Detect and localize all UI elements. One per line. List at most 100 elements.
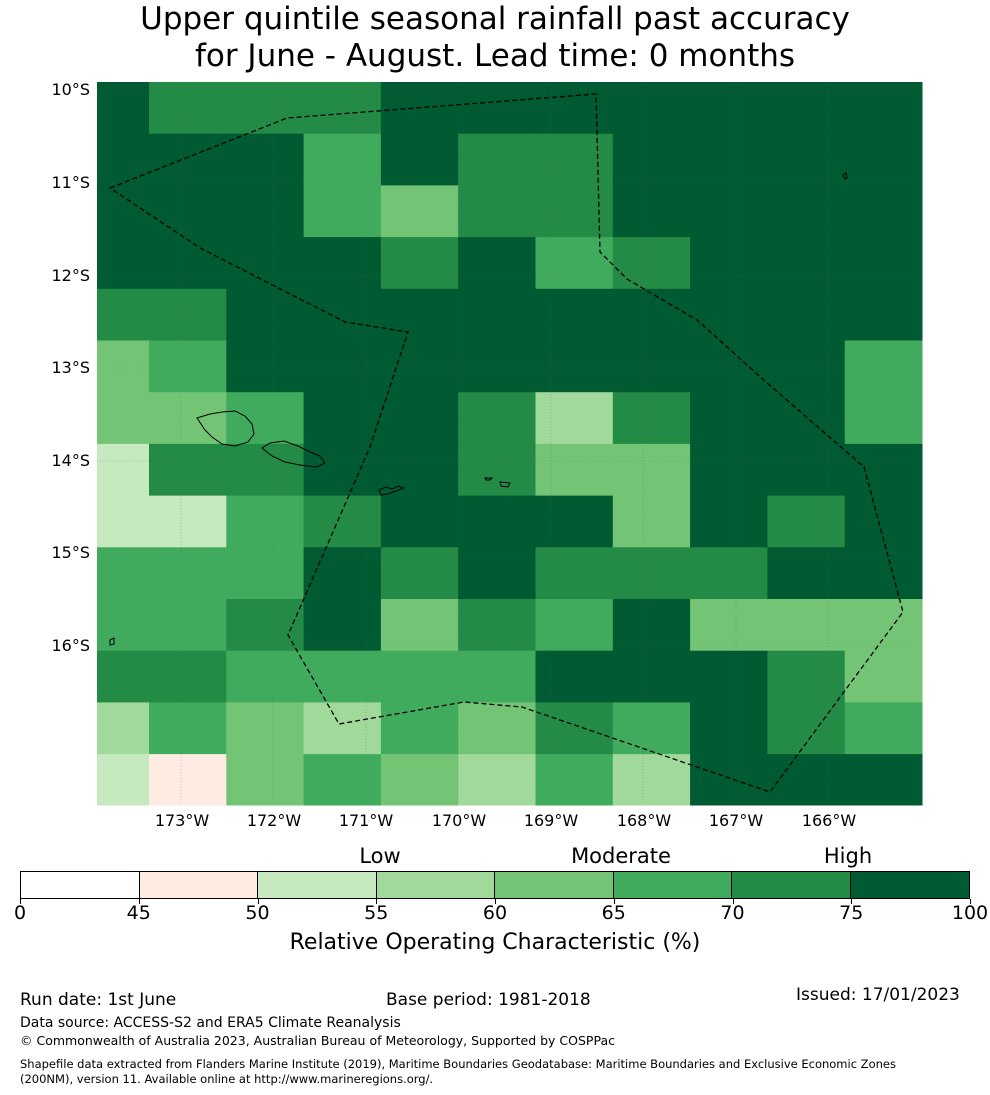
grid-cell: [226, 340, 305, 393]
grid-cell: [97, 185, 150, 238]
grid-cell: [380, 185, 459, 238]
graticule-lines: [97, 82, 913, 805]
grid-cell: [226, 185, 305, 238]
grid-cell: [458, 82, 536, 135]
grid-cell: [535, 650, 614, 703]
grid-cell: [844, 185, 923, 238]
grid-cell: [690, 237, 768, 290]
grid-cell: [844, 547, 923, 600]
colorbar-tick-label: 100: [951, 902, 989, 924]
grid-cell: [149, 650, 227, 703]
lat-label-10s: 10°S: [51, 80, 90, 99]
grid-cell: [380, 392, 459, 445]
grid-cell: [226, 754, 305, 806]
chart-title-line-2: for June - August. Lead time: 0 months: [194, 38, 796, 74]
grid-cell: [149, 82, 227, 135]
lon-label-171w: 171°W: [338, 811, 394, 830]
grid-cell: [612, 599, 691, 652]
colorbar-tick-label: 45: [126, 902, 151, 924]
grid-cell: [612, 237, 691, 290]
colorbar-segment: [21, 872, 140, 898]
grid-cell: [844, 650, 923, 703]
grid-cell: [535, 288, 614, 341]
colorbar-tick-label: 70: [720, 902, 745, 924]
grid-cell: [612, 340, 691, 393]
grid-cell: [303, 754, 382, 806]
grid-cell: [226, 133, 305, 186]
shapefile-credit-line-1: Shapefile data extracted from Flanders M…: [20, 1057, 896, 1071]
colorbar-tick-mark: [257, 899, 259, 904]
grid-cell: [380, 754, 459, 806]
grid-cell: [535, 599, 614, 652]
grid-cell: [226, 495, 305, 548]
grid-cell: [612, 82, 691, 135]
grid-cell: [97, 340, 150, 393]
grid-cell: [612, 392, 691, 445]
grid-cell: [767, 185, 846, 238]
grid-cell: [226, 650, 305, 703]
grid-cell: [303, 340, 382, 393]
eez-boundary-line: [108, 93, 904, 793]
grid-cell: [97, 650, 150, 703]
colorbar-tick-label: 65: [601, 902, 626, 924]
grid-cell: [458, 133, 536, 186]
grid-cell: [380, 237, 459, 290]
colorbar: [20, 871, 970, 899]
data-source-text: Data source: ACCESS-S2 and ERA5 Climate …: [20, 1015, 401, 1031]
grid-cell: [149, 340, 227, 393]
grid-cell: [226, 547, 305, 600]
grid-cell: [690, 392, 768, 445]
grid-cell: [380, 547, 459, 600]
grid-cell: [535, 82, 614, 135]
map-canvas: [97, 82, 923, 806]
colorbar-tick-mark: [851, 899, 853, 904]
colorbar-segment: [850, 872, 969, 898]
grid-cell: [303, 599, 382, 652]
grid-cell: [303, 650, 382, 703]
grid-cell: [226, 702, 305, 755]
savaii-island-outline: [196, 410, 255, 447]
grid-cell: [303, 133, 382, 186]
grid-cell: [380, 133, 459, 186]
colorbar-tick-mark: [376, 899, 378, 904]
grid-cell: [149, 547, 227, 600]
grid-cell: [149, 754, 227, 806]
category-label-moderate: Moderate: [571, 844, 671, 868]
grid-cell: [303, 392, 382, 445]
grid-cell: [690, 443, 768, 497]
lat-label-12s: 12°S: [51, 266, 90, 285]
grid-cell: [149, 599, 227, 652]
ofu-island-outline: [484, 477, 494, 481]
grid-cell: [226, 82, 305, 135]
grid-cell: [612, 133, 691, 186]
grid-cell: [458, 185, 536, 238]
lon-label-170w: 170°W: [431, 811, 487, 830]
grid-cell: [535, 133, 614, 186]
grid-cell: [97, 237, 150, 290]
lon-label-168w: 168°W: [616, 811, 672, 830]
colorbar-tick-mark: [970, 899, 971, 904]
lon-label-166w: 166°W: [801, 811, 857, 830]
grid-cell: [844, 702, 923, 755]
lon-label-167w: 167°W: [708, 811, 764, 830]
grid-cell: [612, 702, 691, 755]
grid-cell: [458, 599, 536, 652]
grid-cell: [767, 133, 846, 186]
grid-cell: [458, 495, 536, 548]
grid-cell: [690, 754, 768, 806]
grid-cell: [767, 443, 846, 497]
grid-cell: [97, 754, 150, 806]
colorbar-tick-label: 60: [482, 902, 508, 924]
island-outlines: [109, 172, 848, 646]
grid-cell: [380, 599, 459, 652]
colorbar-segment: [376, 872, 495, 898]
grid-cell: [612, 443, 691, 497]
grid-cell: [149, 443, 227, 497]
grid-cell: [149, 133, 227, 186]
category-label-low: Low: [359, 844, 401, 868]
colorbar-tick-label: 0: [13, 902, 27, 924]
colorbar-title: Relative Operating Characteristic (%): [289, 930, 701, 955]
run-date-text: Run date: 1st June: [20, 990, 177, 1010]
swains-island-outline: [842, 172, 848, 180]
grid-cell: [844, 133, 923, 186]
